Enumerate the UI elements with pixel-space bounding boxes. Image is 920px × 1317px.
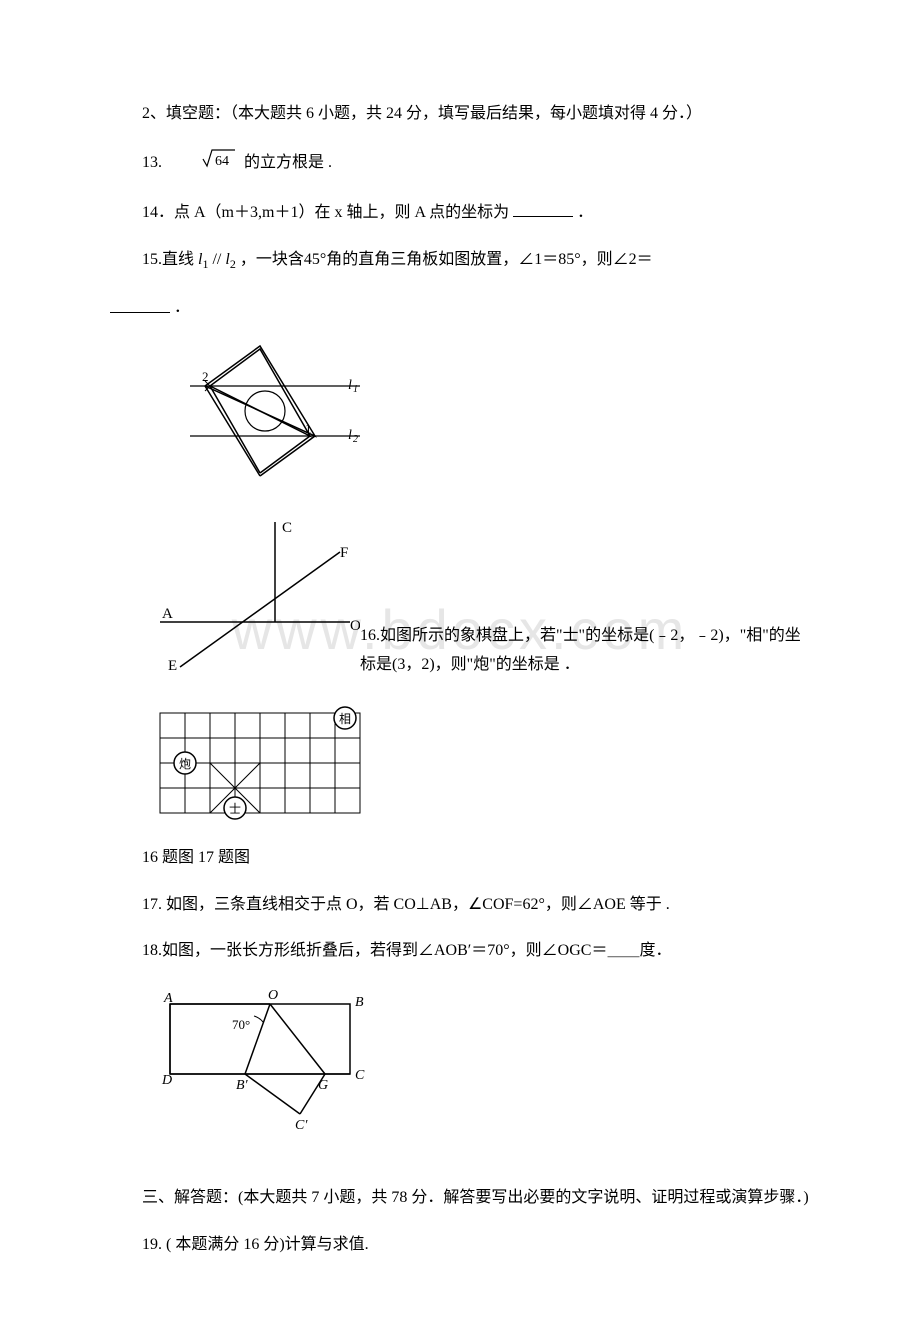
q15-diagram: 2 1 l 1 l 2 [150,341,810,492]
svg-text:2: 2 [353,434,358,445]
svg-text:O: O [268,988,278,1003]
chess-piece-shi: 士 [229,802,241,816]
q15: 15.直线 l1 // l2 ，一块含45°角的直角三角板如图放置，∠1＝85°… [110,246,810,276]
l1-label: l [348,378,352,393]
q17-diagram: A O C F E [150,512,360,683]
section3-heading: 三、解答题：(本大题共 7 小题，共 78 分．解答要写出必要的文字说明、证明过… [110,1184,810,1213]
angle1-label: 1 [305,421,312,436]
svg-text:B′: B′ [236,1078,249,1093]
q15-expr: l1 // l2 [198,251,236,268]
q16-text-block: 16.如图所示的象棋盘上，若"士"的坐标是(﹣2，﹣2)，"相"的坐标是(3，2… [360,502,810,680]
q15-suffix: ． [174,300,190,317]
q13: 13. 64 的立方根是 . [110,147,810,180]
q18-diagram: A O B D B′ G C C′ 70° [150,984,810,1145]
svg-text:70°: 70° [232,1017,250,1032]
q16-lead: 16.如图所示的象棋盘上，若"士"的坐标是(﹣2，﹣2)，"相"的坐标是(3，2… [360,627,801,673]
q14-blank [513,198,573,217]
chess-piece-pao: 炮 [179,757,191,771]
q14-suffix: ． [577,204,593,221]
q15-text-b: ，一块含45°角的直角三角板如图放置，∠1＝85°，则∠2＝ [240,251,653,268]
q13-prefix: 13. [142,154,166,171]
q15-line2: ． [110,293,810,323]
svg-text:64: 64 [215,154,229,169]
label-E: E [168,658,177,672]
q19: 19. ( 本题满分 16 分)计算与求值. [110,1231,810,1260]
label-A: A [162,606,173,622]
q17: 17. 如图，三条直线相交于点 O，若 CO⊥AB，∠COF=62°，则∠AOE… [110,891,810,920]
label-O: O [350,618,360,634]
q15-blank [110,293,170,312]
label-C: C [282,520,292,536]
caption-16-17: 16 题图 17 题图 [110,844,810,873]
svg-text:C′: C′ [295,1118,308,1133]
svg-text:A: A [163,991,173,1006]
svg-text:G: G [318,1078,328,1093]
chess-piece-xiang: 相 [339,712,351,726]
svg-text:C: C [355,1068,365,1083]
l2-label: l [348,428,352,443]
svg-text:D: D [161,1073,172,1088]
q14: 14．点 A（m＋3,m＋1）在 x 轴上，则 A 点的坐标为 ． [110,198,810,228]
label-F: F [340,545,348,561]
section2-heading: 2、填空题：（本大题共 6 小题，共 24 分，填写最后结果，每小题填对得 4 … [110,100,810,129]
svg-text:1: 1 [353,384,358,395]
q18: 18.如图，一张长方形纸折叠后，若得到∠AOB′＝70°，则∠OGC＝＿＿度． [110,937,810,966]
q13-suffix: 的立方根是 . [244,154,332,171]
chess-diagram: 相 炮 士 [150,703,810,834]
q14-text: 14．点 A（m＋3,m＋1）在 x 轴上，则 A 点的坐标为 [142,204,509,221]
q15-text-a: 15.直线 [142,251,198,268]
sqrt64-icon: 64 [170,147,236,180]
svg-text:B: B [355,995,364,1010]
